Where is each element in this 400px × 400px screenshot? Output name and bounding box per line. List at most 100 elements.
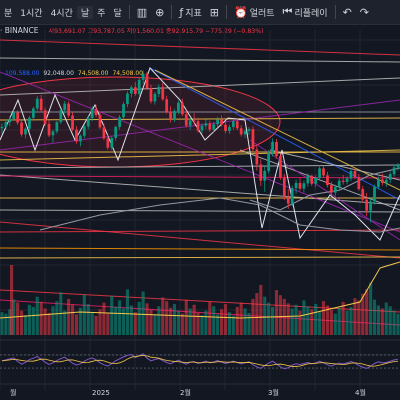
volume-bar [353, 298, 357, 335]
candle-body [251, 129, 255, 150]
trend-line [249, 139, 400, 241]
candle-body [157, 86, 161, 94]
price-tag: 109,588.00 [5, 70, 40, 77]
trend-line [0, 71, 400, 233]
volume-bar [149, 309, 153, 335]
volume-bar [220, 309, 224, 335]
volume-bar [102, 302, 106, 335]
candle-body [310, 175, 314, 184]
candle-body [98, 115, 102, 128]
volume-bar [388, 306, 392, 335]
x-tick-label: 4월 [355, 388, 366, 397]
candle-body [106, 138, 110, 148]
volume-bar [376, 305, 380, 335]
candle-body [114, 126, 118, 138]
candle-body [235, 121, 239, 129]
band-line [249, 167, 400, 211]
candles-button[interactable]: ▥ [133, 6, 151, 19]
volume-bar [184, 299, 188, 335]
volume-bar [255, 293, 259, 335]
symbol-name[interactable]: · BINANCE [0, 26, 39, 35]
candle-body [396, 164, 400, 168]
candle-body [306, 175, 310, 184]
candle-body [71, 115, 74, 130]
price-tag: 74,508.00 [77, 70, 109, 77]
candle-body [282, 177, 286, 197]
candle-body [330, 185, 333, 193]
candle-body [255, 149, 259, 165]
volume-bar [86, 304, 90, 335]
x-tick-label: 3월 [268, 388, 279, 397]
indicators-button[interactable]: ƒ 지표 [175, 6, 205, 19]
volume-bar [247, 312, 251, 335]
volume-bar [129, 305, 133, 335]
candle-body [177, 102, 180, 112]
candle-body [59, 110, 63, 123]
candle-body [55, 122, 59, 132]
trend-line [0, 221, 400, 259]
volume-bar [39, 301, 43, 335]
redo-button[interactable]: ↷ [356, 6, 373, 19]
timeframe-0[interactable]: 분 [4, 8, 13, 19]
volume-ma-line [0, 261, 400, 319]
volume-bar [274, 290, 279, 335]
candle-body [267, 152, 270, 171]
candle-body [141, 73, 145, 80]
volume-bar [172, 304, 177, 335]
trend-line [0, 229, 400, 233]
redo-icon: ↷ [359, 5, 370, 19]
volume-bar [231, 315, 235, 335]
candle-body [75, 129, 78, 142]
timeframe-3[interactable]: 날 [76, 5, 94, 19]
templates-icon: ⊞ [209, 5, 219, 19]
timeframe-2[interactable]: 4시간 [50, 8, 73, 19]
volume-bar [396, 313, 400, 335]
candle-body [43, 110, 47, 124]
undo-button[interactable]: ↶ [339, 6, 356, 19]
candle-body [333, 186, 337, 193]
volume-bar [267, 302, 271, 335]
candle-body [184, 114, 188, 126]
timeframe-1[interactable]: 1시간 [20, 8, 43, 19]
timeframe-5[interactable]: 달 [113, 8, 122, 19]
candle-body [322, 168, 325, 176]
volume-bar [278, 295, 282, 335]
candle-body [94, 108, 98, 116]
volume-bar [180, 313, 184, 335]
candle-body [67, 103, 70, 116]
volume-bar [337, 307, 341, 335]
volume-bar [78, 307, 82, 335]
volume-bar [235, 307, 239, 335]
volume-bar [70, 304, 75, 335]
candle-body [294, 182, 298, 189]
candle-body [377, 179, 380, 187]
trend-line [269, 149, 400, 181]
volume-bar [27, 304, 31, 335]
candle-body [47, 123, 51, 136]
add-symbol-button[interactable]: ⊕ [151, 6, 168, 19]
candle-body [345, 178, 349, 183]
replay-button[interactable]: ⏮ 리플레이 [279, 5, 332, 19]
timeframe-4[interactable]: 주 [97, 8, 106, 19]
volume-bar [314, 304, 318, 335]
alert-button[interactable]: ⏰ 얼러트 [230, 6, 279, 19]
volume-bar [329, 309, 333, 335]
volume-bar [345, 310, 349, 335]
volume-bar [369, 282, 373, 335]
volume-bar [153, 314, 157, 335]
trend-line [0, 149, 400, 161]
trend-line [0, 164, 400, 169]
volume-bar [165, 301, 169, 335]
candle-body [149, 88, 153, 102]
candle-body [286, 196, 290, 204]
templates-button[interactable]: ⊞ [206, 6, 223, 19]
timeframe-selector: 분 1시간 4시간 날 주 달 [0, 5, 126, 19]
trend-line [0, 247, 400, 251]
replay-label: 리플레이 [294, 8, 328, 19]
candle-body [8, 119, 12, 123]
volume-bar [196, 312, 200, 335]
candle-body [39, 98, 43, 111]
volume-bar [223, 304, 228, 335]
candle-body [122, 104, 125, 118]
